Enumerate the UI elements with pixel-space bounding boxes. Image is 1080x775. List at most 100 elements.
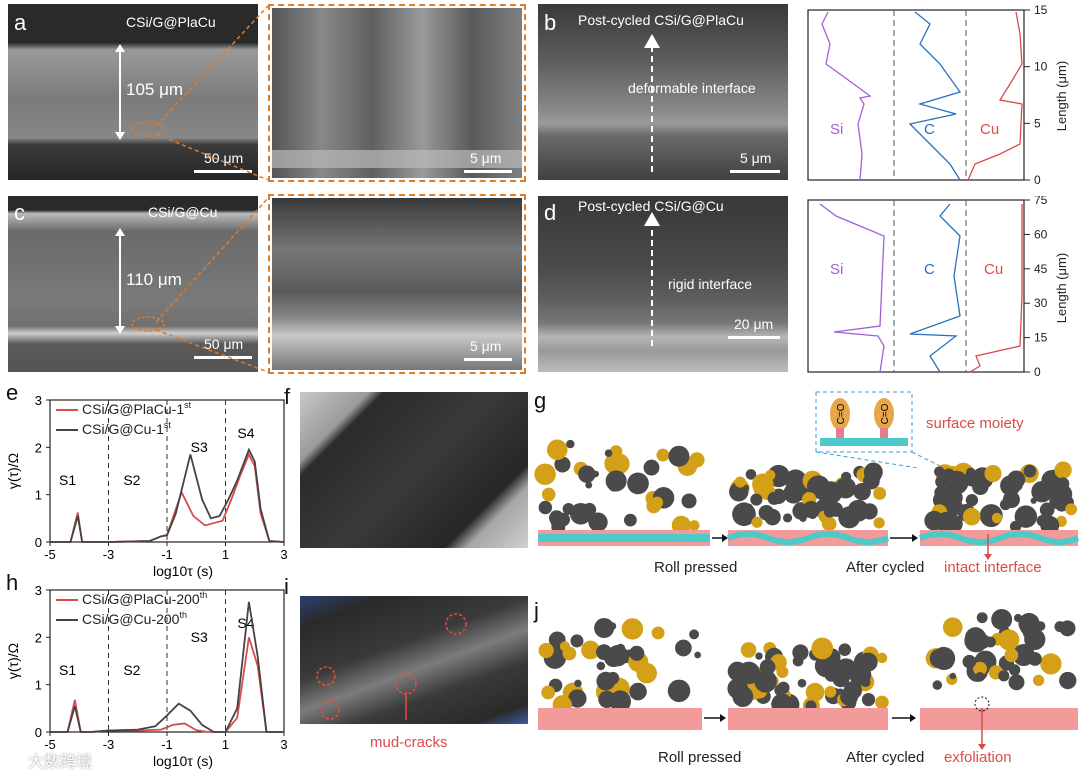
conductive-particle	[651, 496, 664, 509]
silicon-graphite-particle	[934, 485, 948, 500]
drt-region-label: S2	[123, 472, 140, 488]
silicon-graphite-particle	[538, 500, 553, 515]
sem-image-c: c CSi/G@Cu 110 μm 50 μm	[8, 196, 258, 372]
conductive-particle	[876, 652, 888, 664]
silicon-graphite-particle	[1010, 478, 1023, 492]
sample-label-a: CSi/G@PlaCu	[126, 14, 216, 30]
silicon-graphite-particle	[962, 654, 977, 669]
eds-ylabel-d: Length (μm)	[1054, 253, 1069, 323]
silicon-graphite-particle	[1028, 652, 1042, 666]
conductive-particle	[873, 517, 885, 529]
silicon-graphite-particle	[946, 499, 963, 516]
scale-label-d: 20 μm	[734, 316, 774, 332]
silicon-graphite-particle	[823, 506, 836, 518]
title-b: Post-cycled CSi/G@PlaCu	[578, 12, 744, 28]
conductive-particle	[651, 626, 665, 640]
scale-label-b: 5 μm	[740, 150, 772, 166]
conductive-particle	[942, 617, 963, 637]
drt-xtick-label: -5	[44, 737, 56, 752]
drt-xlabel: log10τ (s)	[153, 753, 213, 769]
silicon-graphite-particle	[924, 510, 944, 531]
silicon-graphite-particle	[819, 481, 843, 504]
conductive-particle	[962, 507, 981, 526]
eds-ytick-label: 10	[1034, 60, 1048, 74]
silicon-graphite-particle	[929, 648, 950, 669]
silicon-graphite-particle	[689, 629, 699, 640]
scale-label-c: 50 μm	[204, 336, 244, 352]
silicon-graphite-particle	[750, 493, 763, 506]
silicon-graphite-particle	[681, 493, 697, 509]
conductive-particle	[656, 448, 670, 462]
silicon-graphite-particle	[629, 645, 645, 661]
zoom-frame-c	[268, 194, 526, 374]
panel-letter-a: a	[14, 10, 27, 35]
title-d: Post-cycled CSi/G@Cu	[578, 198, 724, 214]
drt-region-label: S1	[59, 662, 76, 678]
drt-region-label: S2	[123, 662, 140, 678]
conductive-particle	[609, 453, 630, 475]
legend-entry: CSi/G@Cu-200th	[82, 610, 187, 627]
carbonyl-group-2: C=O	[880, 403, 891, 424]
silicon-graphite-particle	[999, 499, 1011, 511]
silicon-graphite-particle	[814, 654, 838, 678]
conductive-particle	[621, 618, 644, 640]
panel-letter-g: g	[534, 388, 547, 413]
drt-ytick-label: 1	[35, 488, 42, 503]
silicon-graphite-particle	[758, 504, 775, 521]
panel-letter-d: d	[544, 200, 557, 225]
silicon-graphite-particle	[1008, 664, 1021, 676]
silicon-graphite-particle	[949, 672, 957, 680]
watermark: 大数跨境	[28, 754, 93, 771]
eds-c-label-d: C	[924, 261, 935, 278]
conductive-particle	[534, 463, 556, 485]
crack-markers	[316, 613, 467, 720]
drt-xtick-label: -3	[103, 737, 115, 752]
conductive-particle	[776, 665, 789, 678]
panel-letter-e: e	[6, 380, 19, 405]
photo-f	[300, 392, 528, 548]
carbonyl-group-1: C=O	[836, 403, 847, 424]
scale-label-a: 50 μm	[204, 150, 244, 166]
eds-profile-d: Si C Cu 0 15 30 45 60 75 Length (μm)	[807, 196, 1069, 378]
eds-ytick-label: 5	[1034, 116, 1041, 130]
silicon-graphite-particle	[944, 514, 963, 533]
eds-ytick-label: 75	[1034, 196, 1048, 207]
scale-bar-d	[728, 336, 780, 339]
conductive-particle	[752, 473, 774, 496]
drt-series-line	[50, 601, 284, 733]
drt-ytick-label: 0	[35, 535, 42, 550]
conductive-particle	[609, 445, 623, 458]
drt-region-label: S4	[237, 425, 254, 441]
eds-ytick-label: 15	[1034, 4, 1048, 17]
drt-xtick-label: -1	[161, 547, 173, 562]
conductive-particle	[984, 465, 1002, 483]
conductive-particle	[824, 686, 837, 698]
drt-chart-e: -5 -3 -1 1 3 0 1 2 3 log10τ (s) γ(τ)/Ω S1 S2 S3 S4 CSi/…	[5, 393, 288, 579]
silicon-graphite-particle	[604, 449, 613, 457]
conductive-particle	[581, 640, 600, 660]
legend-entry: CSi/G@PlaCu-200th	[82, 590, 207, 607]
eds-ytick-label: 60	[1034, 227, 1048, 241]
thickness-arrow-c	[115, 228, 165, 334]
thickness-label-c: 110 μm	[126, 270, 182, 289]
silicon-graphite-particle	[843, 681, 863, 700]
sem-image-b: b Post-cycled CSi/G@PlaCu deformable int…	[538, 4, 788, 180]
eds-si-label-d: Si	[830, 261, 843, 278]
schematic-j: Roll pressed After cycled exfoliation	[538, 608, 1078, 766]
drt-xtick-label: -1	[161, 737, 173, 752]
surface-moiety-label: surface moiety	[926, 415, 1024, 432]
conductive-particle	[541, 685, 556, 700]
j-step2-label: After cycled	[846, 749, 924, 766]
scale-bar-c	[194, 356, 252, 359]
silicon-graphite-particle	[998, 670, 1010, 682]
silicon-graphite-particle	[554, 456, 571, 473]
silicon-graphite-particle	[694, 651, 701, 659]
eds-cu-line-b	[967, 11, 1023, 181]
conductive-particle	[1032, 674, 1045, 687]
drt-xtick-label: -5	[44, 547, 56, 562]
silicon-graphite-particle	[566, 439, 575, 449]
zoom-scale-bar-a	[464, 170, 512, 173]
silicon-graphite-particle	[783, 483, 804, 504]
conductive-particle	[688, 520, 700, 531]
silicon-graphite-particle	[767, 491, 781, 505]
